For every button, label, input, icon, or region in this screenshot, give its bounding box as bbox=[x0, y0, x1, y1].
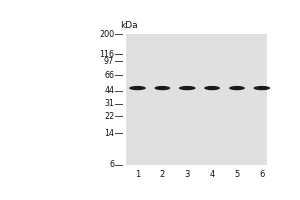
Text: kDa: kDa bbox=[121, 21, 138, 30]
Ellipse shape bbox=[254, 86, 270, 90]
Text: 4: 4 bbox=[209, 170, 215, 179]
Text: 116: 116 bbox=[99, 50, 114, 59]
Text: 5: 5 bbox=[234, 170, 240, 179]
Text: 31: 31 bbox=[104, 99, 114, 108]
Bar bbox=[126, 34, 266, 165]
Text: 14: 14 bbox=[104, 129, 114, 138]
Ellipse shape bbox=[154, 86, 170, 90]
Text: 2: 2 bbox=[160, 170, 165, 179]
Ellipse shape bbox=[179, 86, 196, 90]
Ellipse shape bbox=[204, 86, 220, 90]
Text: 200: 200 bbox=[99, 30, 114, 39]
Ellipse shape bbox=[129, 86, 146, 90]
Text: 44: 44 bbox=[104, 86, 114, 95]
Ellipse shape bbox=[229, 86, 245, 90]
Text: 1: 1 bbox=[135, 170, 140, 179]
Text: 22: 22 bbox=[104, 112, 114, 121]
Text: 66: 66 bbox=[104, 71, 114, 80]
Text: 97: 97 bbox=[104, 57, 114, 66]
Text: 6: 6 bbox=[109, 160, 114, 169]
Text: 3: 3 bbox=[184, 170, 190, 179]
Text: 6: 6 bbox=[259, 170, 265, 179]
